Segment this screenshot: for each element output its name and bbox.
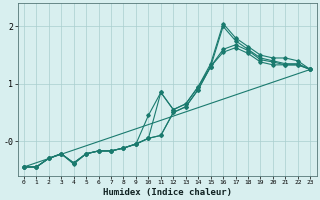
X-axis label: Humidex (Indice chaleur): Humidex (Indice chaleur): [103, 188, 232, 197]
